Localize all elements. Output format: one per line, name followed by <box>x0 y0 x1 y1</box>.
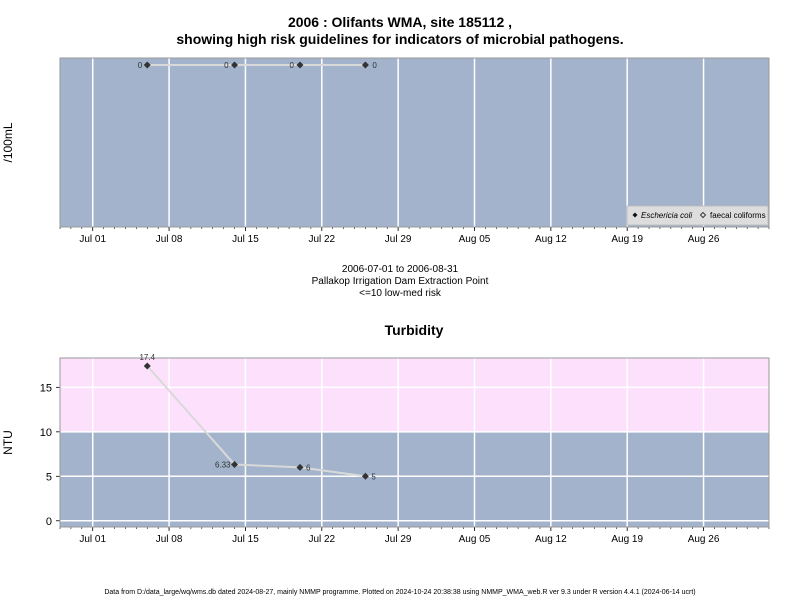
date-range-label: 2006-07-01 to 2006-08-31 <box>341 264 459 275</box>
legend-marker-ecoli <box>632 212 638 218</box>
y-axis-label: /100mL <box>1 122 15 162</box>
y-tick-label: 0 <box>46 516 52 528</box>
x-tick-label: Jul 08 <box>156 534 183 545</box>
data-point <box>231 460 239 468</box>
legend-label-faecal: faecal coliforms <box>710 211 766 220</box>
data-point <box>361 472 369 480</box>
y-tick-label: 5 <box>46 471 52 483</box>
data-label: 6 <box>306 463 311 472</box>
x-tick-label: Jul 22 <box>308 534 335 545</box>
site-name-label: Pallakop Irrigation Dam Extraction Point <box>311 276 489 287</box>
data-label: 0 <box>224 61 229 70</box>
x-tick-label: Jul 15 <box>232 534 259 545</box>
x-tick-label: Jul 29 <box>385 234 412 245</box>
footer-note: Data from D:/data_large/wq/wms.db dated … <box>104 589 696 596</box>
data-point <box>231 61 239 69</box>
x-tick-label: Jul 08 <box>156 234 183 245</box>
panel-frame <box>59 357 770 528</box>
x-tick-label: Aug 12 <box>535 234 567 245</box>
panel-title: Turbidity <box>385 322 444 338</box>
chart-title-line-2: showing high risk guidelines for indicat… <box>176 31 624 47</box>
microbial-chart: Jul 01 Jul 08 Jul 15 Jul 22 Jul 29 Aug 05 Aug … <box>1 57 770 245</box>
series-line <box>146 365 366 478</box>
x-tick-label: Aug 05 <box>459 534 491 545</box>
y-axis-label: NTU <box>1 430 15 455</box>
y-tick-label: 10 <box>40 427 52 439</box>
turbidity-chart: Jul 01 Jul 08 Jul 15 Jul 22 Jul 29 Aug 05 Aug … <box>1 322 770 545</box>
x-tick-label: Aug 05 <box>459 234 491 245</box>
x-tick-label: Jul 15 <box>232 234 259 245</box>
x-tick-label: Aug 26 <box>688 234 720 245</box>
x-tick-label: Jul 01 <box>79 534 106 545</box>
data-label: 6.33 <box>215 460 231 469</box>
x-tick-label: Jul 29 <box>385 534 412 545</box>
panel-background <box>60 58 769 227</box>
x-tick-label: Jul 01 <box>79 234 106 245</box>
data-point <box>143 61 151 69</box>
x-tick-label: Aug 19 <box>611 234 643 245</box>
data-label: 17.4 <box>139 353 155 362</box>
x-tick-label: Aug 12 <box>535 534 567 545</box>
y-tick-label: 15 <box>40 382 52 394</box>
panel-frame <box>59 57 770 228</box>
data-label: 0 <box>290 61 295 70</box>
data-label: 5 <box>371 472 376 481</box>
data-point <box>296 463 304 471</box>
x-tick-label: Aug 19 <box>611 534 643 545</box>
data-label: 0 <box>372 61 377 70</box>
legend-box <box>626 205 769 226</box>
data-label: 0 <box>138 61 143 70</box>
chart-title-line-1: 2006 : Olifants WMA, site 185112 , <box>287 14 513 30</box>
legend-label-ecoli: Eschericia coli <box>641 211 692 220</box>
x-tick-label: Aug 26 <box>688 534 720 545</box>
risk-note-label: <=10 low-med risk <box>359 288 441 299</box>
legend-marker-faecal <box>699 211 707 219</box>
high-risk-band <box>60 358 769 432</box>
data-point <box>143 362 151 370</box>
data-point <box>296 61 304 69</box>
x-tick-label: Jul 22 <box>308 234 335 245</box>
data-point <box>361 61 369 69</box>
